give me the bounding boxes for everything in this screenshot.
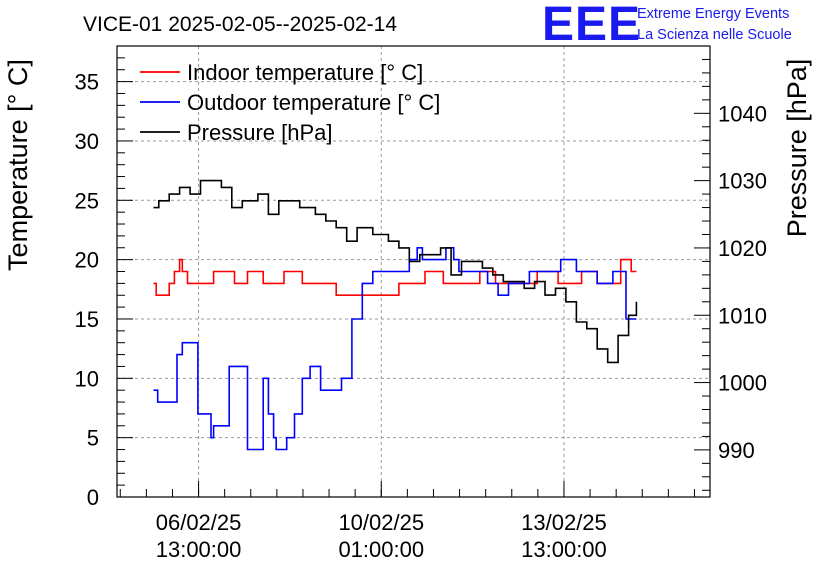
left-axis-label: Temperature [° C] <box>3 59 33 271</box>
bottom-tick-date: 10/02/25 <box>338 510 424 535</box>
tick-marks <box>117 45 710 498</box>
right-tick-label: 990 <box>718 438 755 463</box>
series-line-2 <box>153 179 638 364</box>
eee-logo-line2: La Scienza nelle Scuole <box>637 27 792 43</box>
left-tick-label: 30 <box>75 129 99 154</box>
right-tick-label: 1020 <box>718 236 767 261</box>
bottom-tick-time: 13:00:00 <box>521 537 607 562</box>
right-tick-label: 1000 <box>718 371 767 396</box>
legend-label-1: Outdoor temperature [° C] <box>187 90 440 115</box>
tick-labels: 0 5 10 15 20 25 30 35 990 1000 1010 1020 1030 1040 06/… <box>75 70 767 562</box>
left-tick-label: 10 <box>75 366 99 391</box>
legend: Indoor temperature [° C] Outdoor temperat… <box>140 60 440 145</box>
series-line-1 <box>153 247 637 451</box>
left-tick-label: 15 <box>75 307 99 332</box>
left-tick-label: 5 <box>87 426 99 451</box>
legend-label-0: Indoor temperature [° C] <box>187 60 423 85</box>
bottom-tick-time: 01:00:00 <box>338 537 424 562</box>
bottom-tick-date: 06/02/25 <box>156 510 242 535</box>
right-tick-label: 1010 <box>718 303 767 328</box>
right-axis-label: Pressure [hPa] <box>782 59 812 238</box>
eee-logo-letters: EEE <box>542 0 641 51</box>
bottom-tick-time: 13:00:00 <box>156 537 242 562</box>
left-tick-label: 20 <box>75 248 99 273</box>
eee-logo: EEE Extreme Energy Events La Scienza nel… <box>542 0 792 51</box>
bottom-tick-date: 13/02/25 <box>521 510 607 535</box>
left-tick-label: 25 <box>75 188 99 213</box>
series-line-0 <box>153 258 637 296</box>
chart-title: VICE-01 2025-02-05--2025-02-14 <box>83 13 397 36</box>
legend-label-2: Pressure [hPa] <box>187 120 333 145</box>
right-tick-label: 1030 <box>718 169 767 194</box>
grid-lines <box>117 46 710 497</box>
series-lines <box>153 179 638 451</box>
left-tick-label: 0 <box>87 485 99 510</box>
eee-logo-line1: Extreme Energy Events <box>637 6 789 22</box>
left-tick-label: 35 <box>75 70 99 95</box>
right-tick-label: 1040 <box>718 101 767 126</box>
